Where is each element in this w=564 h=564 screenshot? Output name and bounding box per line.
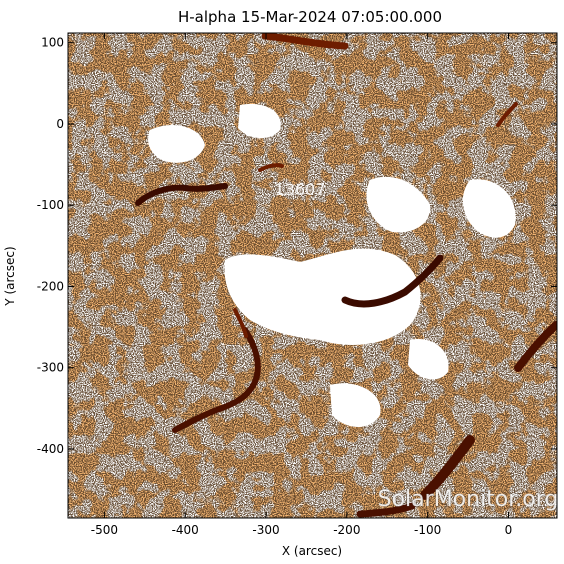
y-axis: 100 0 -100 -200 -300 -400 xyxy=(37,36,557,456)
x-tick-label: -500 xyxy=(91,523,118,537)
map-title: H-alpha 15-Mar-2024 07:05:00.000 xyxy=(178,8,442,26)
map-image xyxy=(68,33,557,518)
y-tick-label: -400 xyxy=(37,442,64,456)
active-region-label: 13607 xyxy=(275,180,326,199)
x-axis-label: X (arcsec) xyxy=(282,544,342,558)
y-axis-label: Y (arcsec) xyxy=(3,246,17,306)
filaments xyxy=(135,33,557,518)
y-tick-label: -300 xyxy=(37,361,64,375)
plage-regions xyxy=(148,103,516,428)
y-tick-label: -100 xyxy=(37,198,64,212)
y-tick-label: 0 xyxy=(56,117,64,131)
y-tick-label: 100 xyxy=(41,36,64,50)
x-tick-label: -200 xyxy=(333,523,360,537)
plot-frame xyxy=(67,32,558,519)
x-axis: -500 -400 -300 -200 -100 0 xyxy=(91,33,513,537)
x-tick-label: 0 xyxy=(505,523,513,537)
x-tick-label: -100 xyxy=(414,523,441,537)
x-tick-label: -300 xyxy=(252,523,279,537)
y-tick-label: -200 xyxy=(37,279,64,293)
x-tick-label: -400 xyxy=(172,523,199,537)
solarmonitor-watermark: SolarMonitor.org xyxy=(378,487,559,512)
